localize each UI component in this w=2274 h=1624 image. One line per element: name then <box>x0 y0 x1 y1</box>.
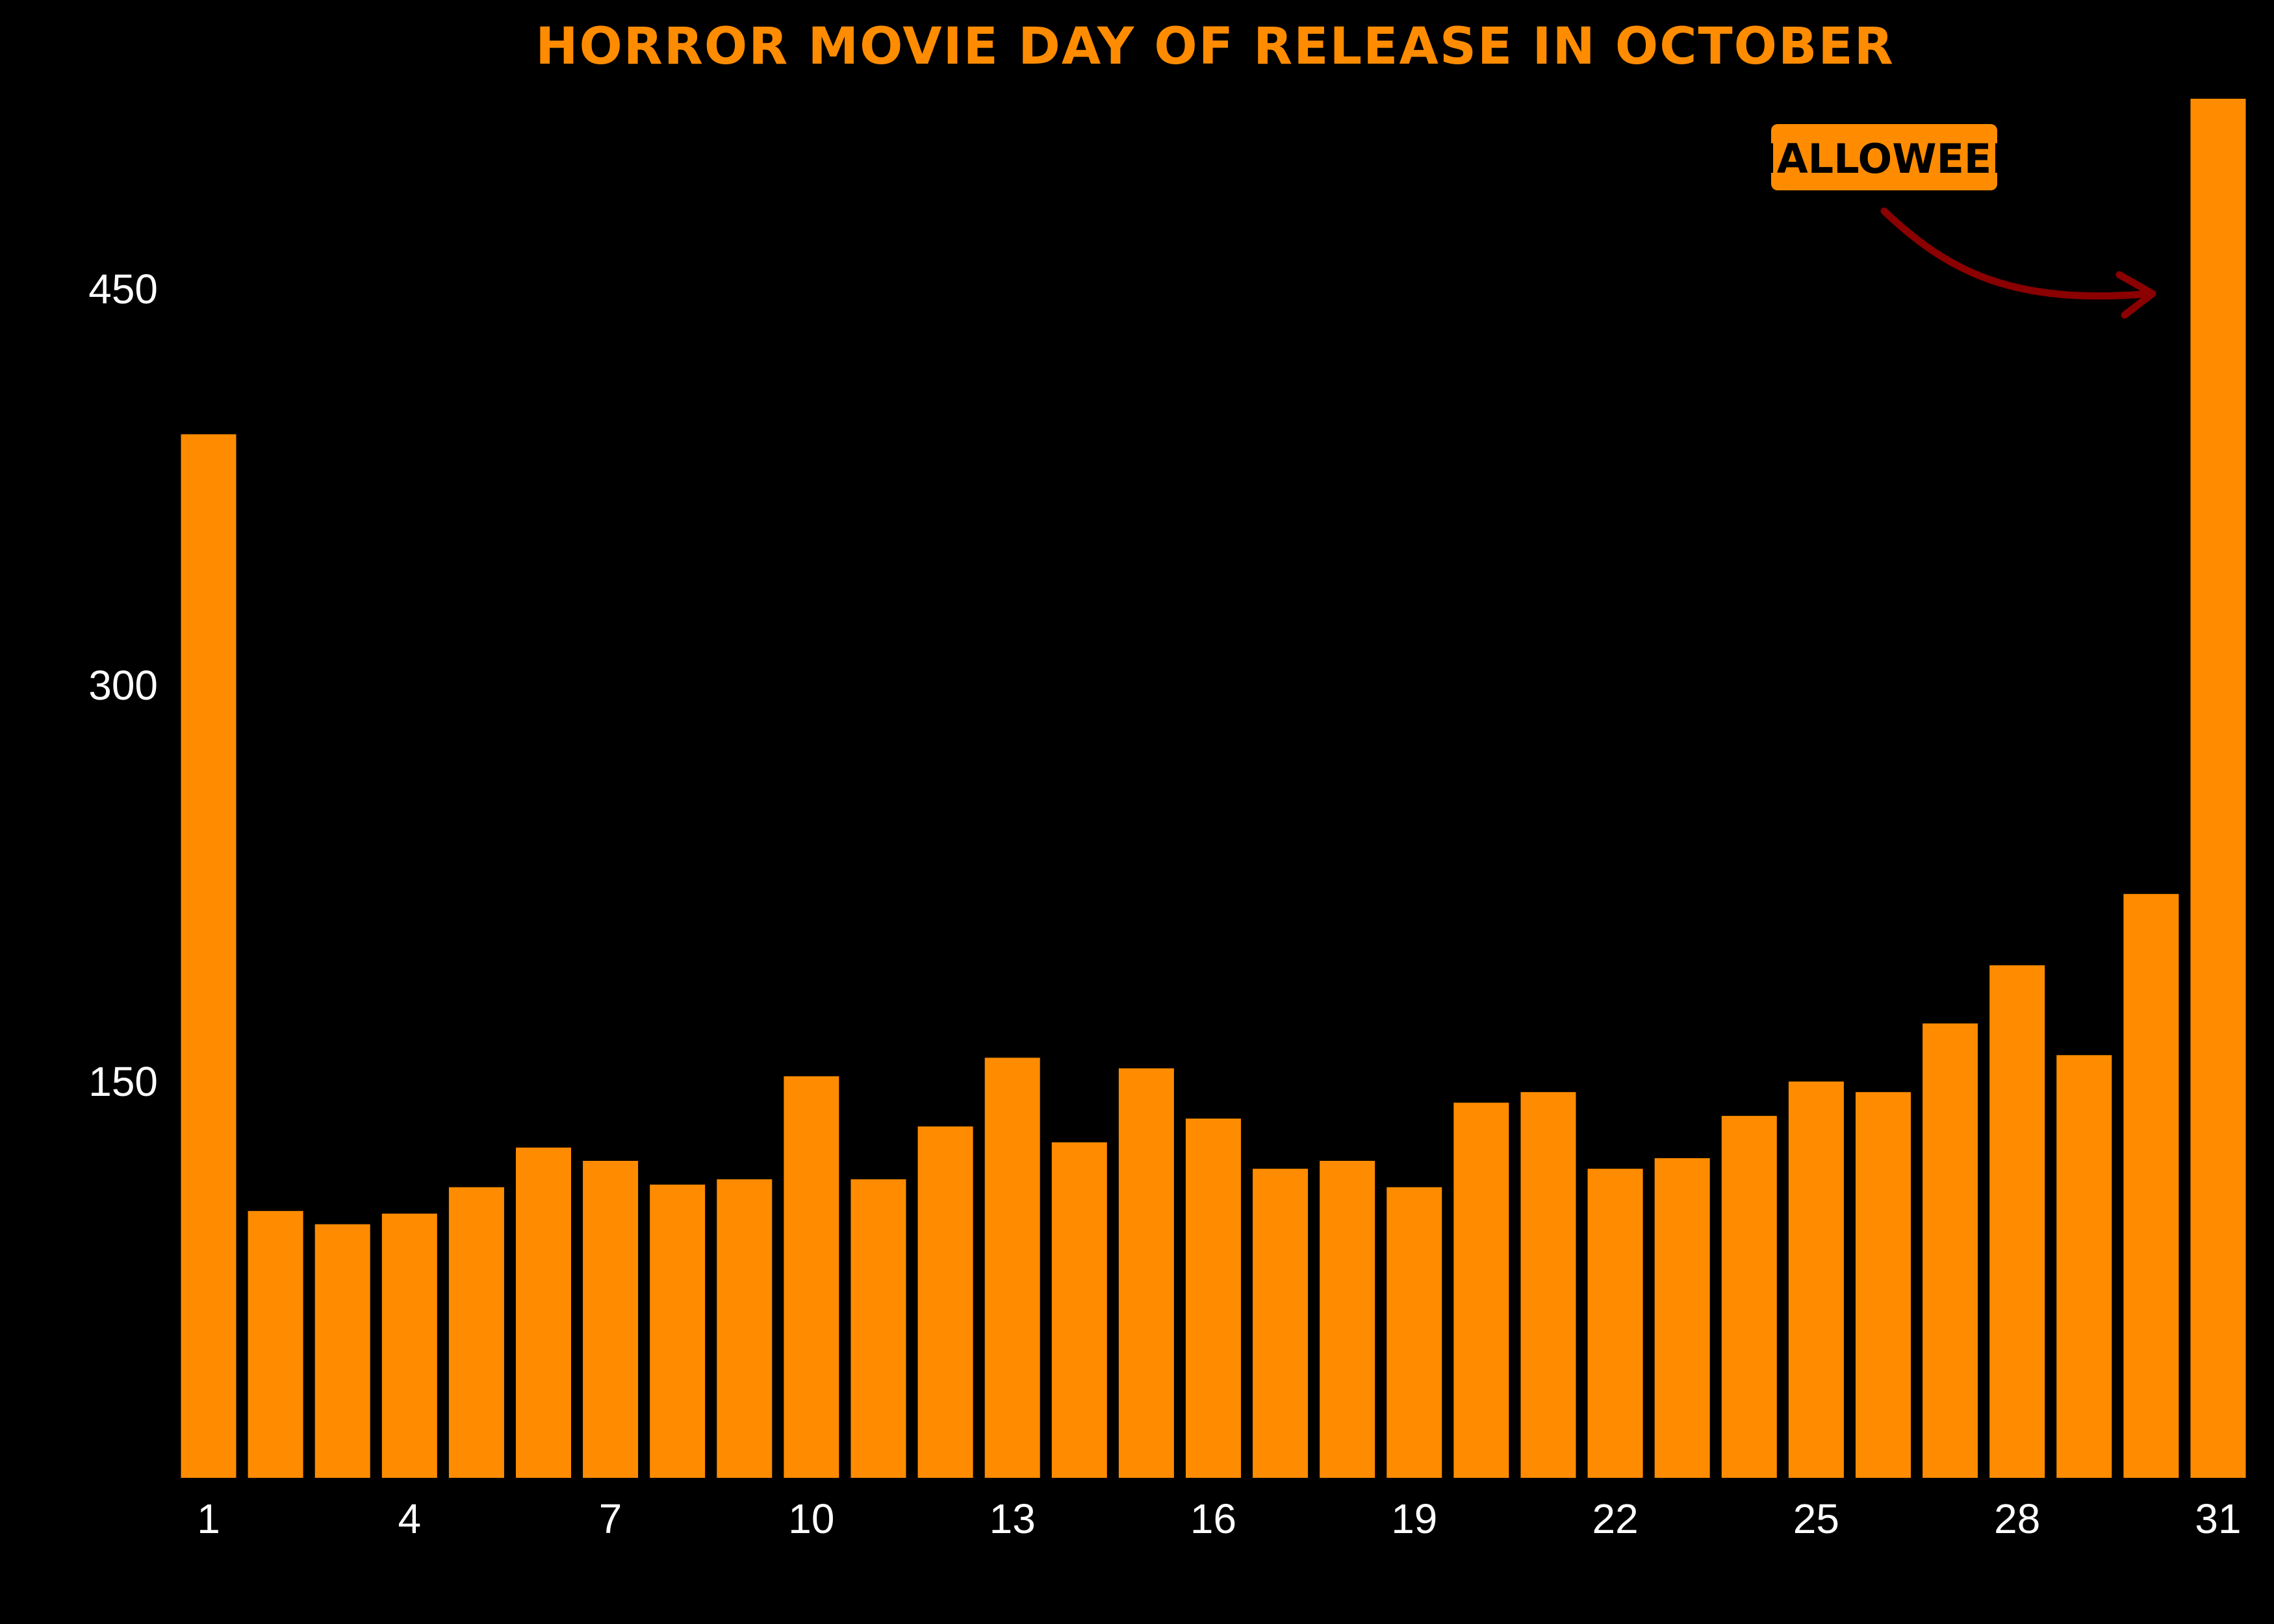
bar-day-12 <box>917 1126 973 1478</box>
bar-day-24 <box>1721 1115 1777 1478</box>
bar-day-11 <box>850 1179 906 1478</box>
annotation-box <box>1771 124 1997 190</box>
bar-day-31 <box>2190 99 2246 1478</box>
x-tick-label: 7 <box>599 1495 622 1542</box>
bars <box>181 99 2246 1478</box>
bar-day-15 <box>1118 1068 1174 1478</box>
bar-day-2 <box>248 1211 303 1478</box>
x-tick-label: 16 <box>1190 1495 1236 1542</box>
y-tick-label: 300 <box>88 662 158 709</box>
bar-day-9 <box>717 1179 773 1478</box>
bar-day-5 <box>448 1187 504 1478</box>
x-axis-labels: 1 4 7 10 13 16 19 22 25 28 31 <box>197 1495 2241 1542</box>
y-tick-label: 150 <box>88 1058 158 1105</box>
x-tick-label: 13 <box>990 1495 1036 1542</box>
bar-day-30 <box>2123 894 2179 1478</box>
bar-day-8 <box>650 1184 706 1478</box>
bar-day-27 <box>1923 1023 1978 1478</box>
bar-day-26 <box>1856 1092 1911 1478</box>
x-tick-label: 4 <box>398 1495 422 1542</box>
bar-day-21 <box>1520 1092 1576 1478</box>
chart-title: HORROR MOVIE DAY OF RELEASE IN OCTOBER <box>535 18 1895 76</box>
annotation-arrow <box>1880 207 2154 300</box>
y-tick-label: 450 <box>88 266 158 312</box>
bar-day-28 <box>1989 965 2045 1478</box>
bar-day-14 <box>1051 1142 1107 1478</box>
x-tick-label: 1 <box>197 1495 220 1542</box>
bar-day-7 <box>583 1161 639 1478</box>
x-tick-label: 10 <box>788 1495 834 1542</box>
bar-day-29 <box>2056 1055 2112 1478</box>
bar-day-19 <box>1386 1187 1442 1478</box>
bar-day-25 <box>1788 1081 1844 1478</box>
x-tick-label: 22 <box>1592 1495 1639 1542</box>
bar-day-17 <box>1253 1169 1309 1478</box>
bar-day-10 <box>784 1076 839 1478</box>
x-tick-label: 25 <box>1793 1495 1839 1542</box>
x-tick-label: 19 <box>1391 1495 1437 1542</box>
bar-day-6 <box>516 1147 571 1478</box>
bar-day-20 <box>1453 1102 1509 1478</box>
bar-day-13 <box>984 1058 1040 1478</box>
x-tick-label: 31 <box>2195 1495 2241 1542</box>
annotation-label: HALLOWEEN <box>1743 135 2025 183</box>
y-axis-labels: 150 300 450 <box>88 266 158 1105</box>
bar-day-16 <box>1186 1118 1241 1478</box>
halloween-annotation: HALLOWEEN <box>1743 124 2156 319</box>
bar-day-3 <box>314 1224 370 1478</box>
bar-day-4 <box>381 1213 437 1478</box>
arrow-head-icon <box>2115 271 2156 319</box>
bar-day-22 <box>1587 1169 1643 1478</box>
bar-day-1 <box>181 434 236 1478</box>
bar-day-23 <box>1654 1158 1710 1478</box>
x-tick-label: 28 <box>1994 1495 2040 1542</box>
bar-day-18 <box>1320 1161 1375 1478</box>
